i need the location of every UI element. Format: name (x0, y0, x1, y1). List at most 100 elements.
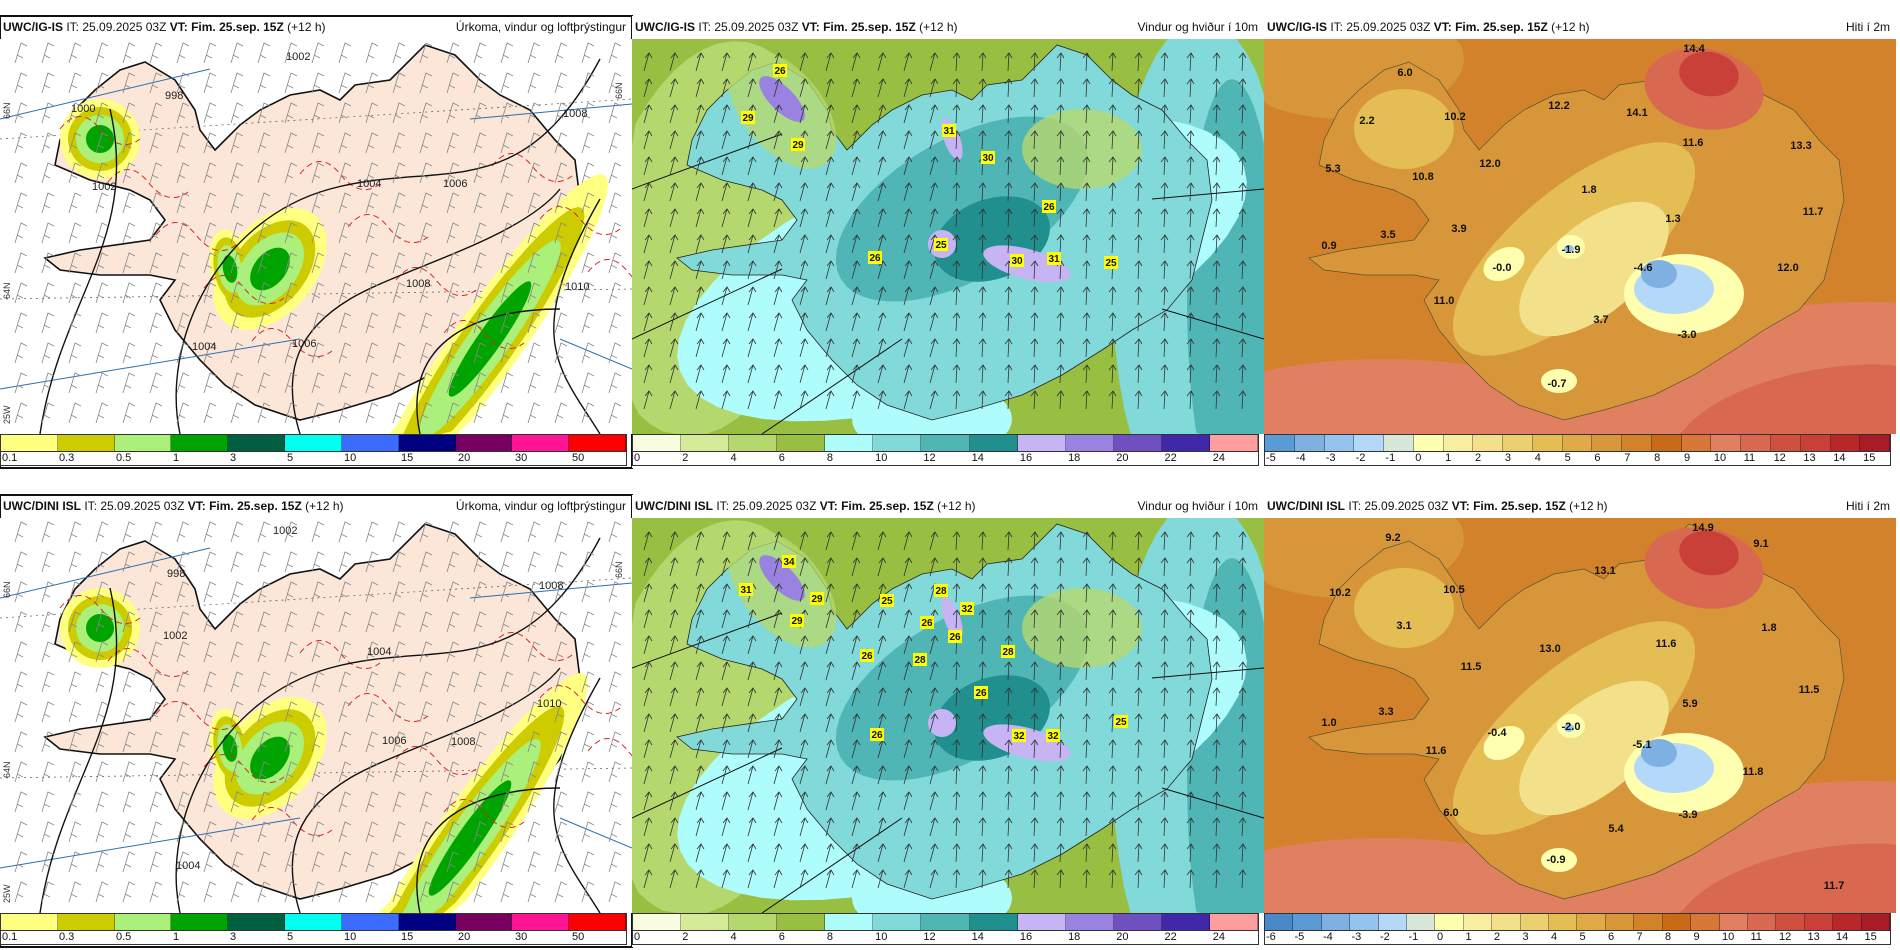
wind-barb (149, 72, 163, 94)
wind-barb (41, 72, 55, 94)
wind-arrow (669, 104, 679, 124)
wind-barb (257, 132, 271, 154)
wind-barb (338, 252, 352, 274)
wind-arrow (1004, 843, 1013, 863)
colorbar-swatch (777, 435, 826, 451)
wind-barb (581, 641, 595, 663)
wind-arrow (978, 364, 987, 384)
wind-arrow (1004, 390, 1013, 410)
wind-barb (500, 671, 514, 693)
temperature-value-label: -0.9 (1547, 854, 1566, 866)
wind-arrow (695, 364, 705, 384)
wind-barb (122, 72, 136, 94)
wind-arrow (1160, 52, 1169, 72)
isobar-label: 1010 (537, 698, 561, 710)
wind-arrow (799, 364, 809, 384)
wind-barb (608, 821, 622, 843)
temperature-contour (347, 214, 429, 244)
wind-barb (473, 611, 487, 633)
wind-barb (41, 372, 55, 394)
temperature-value-label: 6.0 (1443, 807, 1458, 819)
wind-arrow (1238, 234, 1247, 254)
wind-barb (500, 372, 514, 394)
temp-map-canvas[interactable]: 14.46.02.2 10.212.214.111.6 13.35.3 12.010.… (1264, 39, 1896, 434)
wind-arrow (1186, 531, 1195, 551)
wind-arrow (773, 338, 783, 358)
temperature-contour (539, 685, 621, 715)
temp-map[interactable]: 14.9 9.2 9.1 13.1 10.2 10.5 3.1 1.8 11.6 13.0 11.5… (1264, 518, 1896, 913)
temp-map-canvas[interactable]: 14.99.2 9.113.110.2 10.53.1 1.811.613.011.5… (1264, 518, 1896, 913)
colorbar-swatch (1662, 914, 1692, 930)
wind-arrow (952, 531, 961, 551)
wind-barb (176, 192, 190, 214)
wind-arrow (1030, 104, 1039, 124)
wind-arrow (1030, 52, 1039, 72)
wind-arrow (1186, 130, 1195, 150)
wind-arrow (851, 286, 861, 306)
wind-arrow (1134, 713, 1143, 733)
wind-arrow (1134, 609, 1143, 629)
temp-colorbar-labels: -5 -4 -3 -2 -1 0 1 2 3 4 5 6 7 8 9 10 11 12 13 14 15 (1264, 452, 1891, 466)
wind-arrow (1082, 182, 1091, 202)
temperature-value-label: -0.0 (1493, 262, 1512, 274)
precip-map[interactable]: 998 1002 1002 1004 1008 1010 1006 1008 1004 66N 64… (0, 518, 632, 913)
wind-map[interactable]: 34 31 29 29 25 28 32 26 26 28 26 28 26 25 26 32 32 (632, 518, 1264, 913)
wind-arrow (1212, 286, 1221, 306)
colorbar-swatch (1520, 914, 1550, 930)
wind-barb (311, 222, 325, 244)
wind-arrow (978, 661, 987, 681)
wind-barb (68, 821, 82, 843)
isobar-label: 1008 (406, 278, 430, 290)
wind-barb (284, 761, 298, 783)
wind-barb (419, 611, 433, 633)
wind-arrow (1238, 104, 1247, 124)
wind-map[interactable]: 26 29 29 31 30 26 25 26 30 31 25 (632, 39, 1264, 434)
wind-barb (149, 132, 163, 154)
wind-barb (365, 252, 379, 274)
wind-arrow (877, 312, 887, 332)
wind-arrow (773, 260, 783, 280)
gust-label-bg (810, 592, 824, 605)
colorbar-tick-label: 4 (1551, 931, 1558, 943)
wind-barb (95, 821, 109, 843)
wind-arrow (1160, 817, 1169, 837)
wind-barb (14, 162, 28, 184)
precip-map[interactable]: 998 1000 1002 1002 1004 1006 1008 1008 1006 1010 1… (0, 39, 632, 434)
wind-arrow (1212, 338, 1221, 358)
wind-barb (284, 192, 298, 214)
wind-arrow (643, 52, 653, 72)
wind-barb (419, 342, 433, 364)
wind-barb (311, 521, 325, 543)
wind-barb (122, 342, 136, 364)
gust-value-label: 25 (935, 240, 947, 251)
wind-barb (338, 851, 352, 873)
wind-arrow (1108, 338, 1117, 358)
colorbar-swatch (729, 914, 778, 930)
wind-barb (176, 282, 190, 304)
temperature-value-label: 11.5 (1799, 684, 1820, 696)
wind-arrow (825, 130, 835, 150)
colorbar-tick-label: 8 (1665, 931, 1672, 943)
wind-arrow (1238, 687, 1247, 707)
wind-barb (392, 701, 406, 723)
temp-map[interactable]: 14.4 6.0 2.2 10.2 12.2 14.1 11.6 13.3 5.3 12.0 10.… (1264, 39, 1896, 434)
colorbar-tick-label: 1 (173, 452, 180, 464)
wind-barb (419, 641, 433, 663)
valid-time: VT: Fim. 25.sep. 15Z (169, 20, 284, 34)
wind-barb (41, 611, 55, 633)
wind-barb (554, 132, 568, 154)
wind-arrow (1030, 557, 1039, 577)
glacier (1483, 726, 1525, 760)
gust-label-bg (1042, 200, 1056, 213)
wind-arrow (903, 531, 913, 551)
colorbar-tick-label: 13 (1807, 931, 1820, 943)
wind-barb (419, 252, 433, 274)
wind-arrow (952, 765, 961, 785)
wind-barb (68, 342, 82, 364)
glacier (1564, 245, 1574, 253)
wind-barb (554, 611, 568, 633)
